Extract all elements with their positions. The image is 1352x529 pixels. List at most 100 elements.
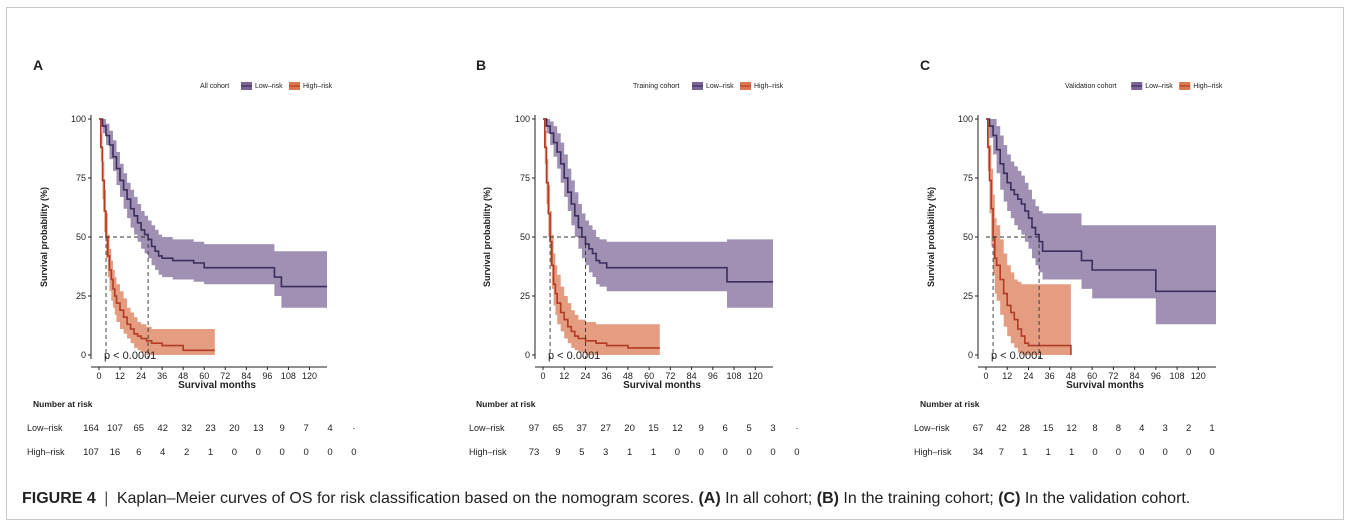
y-tick-label: 25	[520, 291, 530, 301]
survival-line-high	[543, 118, 660, 349]
risk-cell: 1	[1022, 447, 1027, 458]
risk-cell: 16	[110, 447, 121, 458]
risk-cell: 4	[327, 423, 332, 434]
risk-cell: 2	[1186, 423, 1191, 434]
caption-separator: |	[104, 490, 109, 507]
y-tick-label: 75	[963, 173, 973, 183]
risk-cell: 12	[672, 423, 683, 434]
x-tick-label: 60	[1087, 371, 1097, 381]
x-tick-label: 48	[178, 371, 188, 381]
risk-cell: 107	[107, 423, 123, 434]
risk-cell: 0	[723, 447, 728, 458]
legend: Training cohort Low–risk High–risk	[633, 82, 784, 90]
y-axis-label: Survival probability (%)	[482, 187, 492, 287]
risk-cell: 1	[1209, 423, 1214, 434]
risk-table-title: Number at risk	[33, 399, 93, 409]
ci-band-high	[99, 119, 215, 355]
panel-letter: B	[476, 57, 486, 73]
risk-cell: ·	[795, 423, 798, 434]
x-tick-label: 0	[96, 371, 101, 381]
risk-cell: 27	[600, 423, 611, 434]
risk-cell: 5	[746, 423, 751, 434]
risk-cell: 1	[1046, 447, 1051, 458]
survival-line-low	[99, 118, 327, 288]
risk-cell: 107	[83, 447, 99, 458]
legend-label-low: Low–risk	[255, 83, 283, 90]
risk-cell: 37	[577, 423, 588, 434]
legend-label-high: High–risk	[1193, 83, 1223, 90]
risk-cell: 3	[770, 423, 775, 434]
risk-cell: 28	[1020, 423, 1031, 434]
legend-title: Validation cohort	[1065, 83, 1117, 90]
caption-label: FIGURE 4	[22, 490, 96, 507]
p-value: p < 0.0001	[104, 350, 156, 362]
legend-label-low: Low–risk	[1145, 83, 1173, 90]
x-tick-label: 60	[199, 371, 209, 381]
risk-cell: 0	[1139, 447, 1144, 458]
x-tick-label: 48	[1066, 371, 1076, 381]
risk-cell: 6	[723, 423, 728, 434]
y-tick-label: 50	[520, 232, 530, 242]
risk-cell: 5	[579, 447, 584, 458]
risk-cell: 0	[280, 447, 285, 458]
risk-cell: 7	[999, 447, 1004, 458]
x-tick-label: 84	[1130, 371, 1140, 381]
risk-cell: 0	[1163, 447, 1168, 458]
caption-part-b: In the training cohort;	[838, 490, 994, 507]
x-tick-label: 48	[623, 371, 633, 381]
risk-cell: 65	[553, 423, 564, 434]
risk-cell: 2	[184, 447, 189, 458]
y-tick-label: 50	[963, 232, 973, 242]
ci-band-low	[986, 119, 1216, 325]
risk-cell: 32	[181, 423, 192, 434]
x-tick-label: 84	[687, 371, 697, 381]
risk-cell: 65	[134, 423, 145, 434]
x-tick-label: 72	[1108, 371, 1118, 381]
risk-table-title: Number at risk	[476, 399, 536, 409]
p-value: p < 0.0001	[548, 350, 600, 362]
x-tick-label: 84	[241, 371, 251, 381]
x-tick-label: 120	[302, 371, 317, 381]
legend: All cohort Low–risk High–risk	[200, 82, 333, 90]
risk-cell: 0	[1092, 447, 1097, 458]
risk-cell: 0	[351, 447, 356, 458]
risk-row-label: High–risk	[27, 447, 65, 457]
survival-line-low	[986, 118, 1216, 293]
y-tick-label: 100	[515, 114, 530, 124]
x-tick-label: 108	[281, 371, 296, 381]
ci-band-high	[543, 119, 660, 355]
y-tick-label: 50	[76, 232, 86, 242]
risk-row-label: Low–risk	[914, 423, 950, 433]
risk-cell: 12	[1066, 423, 1077, 434]
p-value: p < 0.0001	[991, 350, 1043, 362]
x-tick-label: 108	[1170, 371, 1185, 381]
caption-text: Kaplan–Meier curves of OS for risk class…	[116, 490, 695, 507]
risk-cell: 3	[1163, 423, 1168, 434]
y-tick-label: 75	[520, 173, 530, 183]
y-tick-label: 25	[76, 291, 86, 301]
x-tick-label: 36	[602, 371, 612, 381]
x-tick-label: 96	[708, 371, 718, 381]
x-tick-label: 60	[644, 371, 654, 381]
legend-label-high: High–risk	[754, 83, 784, 90]
risk-cell: 1	[1069, 447, 1074, 458]
risk-cell: 20	[624, 423, 635, 434]
legend-label-low: Low–risk	[706, 83, 734, 90]
caption-letter-b: (B)	[816, 490, 839, 507]
x-tick-label: 36	[157, 371, 167, 381]
risk-cell: 0	[770, 447, 775, 458]
risk-cell: 6	[136, 447, 141, 458]
risk-cell: 0	[675, 447, 680, 458]
risk-cell: 0	[746, 447, 751, 458]
risk-cell: 3	[603, 447, 608, 458]
risk-cell: 0	[303, 447, 308, 458]
panel-letter: A	[33, 57, 43, 73]
x-tick-label: 0	[540, 371, 545, 381]
x-tick-label: 12	[559, 371, 569, 381]
x-tick-label: 108	[727, 371, 742, 381]
risk-cell: 0	[1116, 447, 1121, 458]
risk-cell: 15	[1043, 423, 1054, 434]
risk-cell: ·	[352, 423, 355, 434]
